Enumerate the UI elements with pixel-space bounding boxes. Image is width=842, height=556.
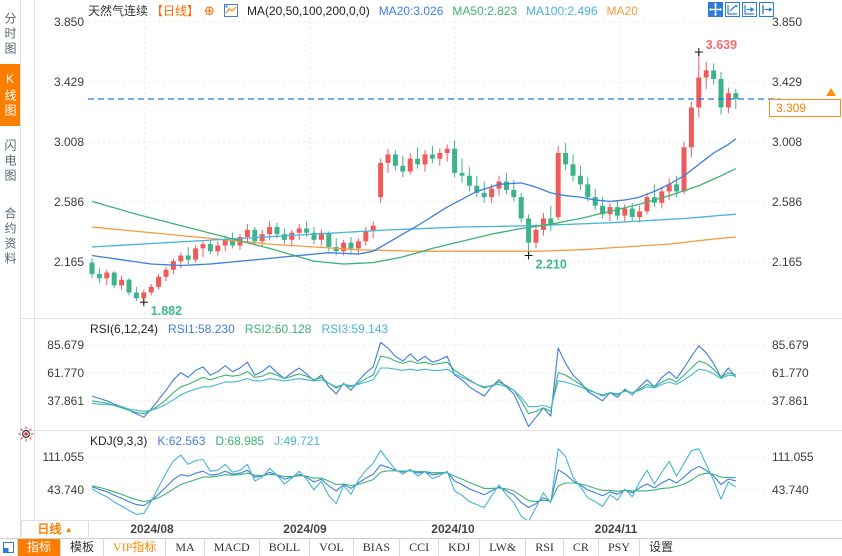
low-price-annotation: 2.210 bbox=[536, 258, 567, 272]
rsi-name: RSI(6,12,24) bbox=[90, 322, 159, 336]
kdj-axis-label-left: 43.740 bbox=[47, 483, 84, 497]
toolbar-tab-settings[interactable]: 设置 bbox=[648, 540, 673, 554]
price-label-left: 3.008 bbox=[53, 135, 84, 149]
rsi1-value: RSI1:58.230 bbox=[168, 322, 235, 336]
month-label: 2024/08 bbox=[130, 522, 174, 536]
chart-controls bbox=[708, 2, 774, 17]
toolbar-tab-vip-indicator[interactable]: VIP指标 bbox=[104, 539, 167, 556]
plus-circle-icon[interactable]: ⊕ bbox=[204, 2, 215, 18]
rsi-panel-canvas[interactable] bbox=[88, 322, 765, 430]
sidebar-tab-flash[interactable]: 闪电图 bbox=[3, 138, 17, 184]
toolbar-tab-kdj[interactable]: KDJ bbox=[439, 539, 481, 556]
price-label-right: 3.850 bbox=[772, 15, 803, 29]
toolbar-tab-ma[interactable]: MA bbox=[166, 539, 205, 556]
price-label-right: 3.429 bbox=[772, 75, 803, 89]
toolbar-tab-boll[interactable]: BOLL bbox=[260, 539, 311, 556]
price-label-left: 3.429 bbox=[53, 75, 84, 89]
ma50-value: MA50:2.823 bbox=[452, 3, 518, 18]
toolbar-tab-cr[interactable]: CR bbox=[564, 539, 599, 556]
rsi-header: RSI(6,12,24) RSI1:58.230 RSI2:60.128 RSI… bbox=[90, 322, 388, 336]
panel-layout-icon[interactable] bbox=[0, 539, 18, 556]
rsi2-value: RSI2:60.128 bbox=[244, 322, 312, 336]
price-label-left: 3.850 bbox=[53, 15, 84, 29]
rsi-axis-label-right: 85.679 bbox=[772, 338, 809, 352]
chart-header: 天然气连续 【日线】 ⊕ MA(20,50,100,200,0,0) MA20:… bbox=[88, 2, 638, 19]
last-price-badge: 3.309 bbox=[769, 99, 841, 117]
ma-group-label: MA(20,50,100,200,0,0) bbox=[246, 3, 370, 18]
toolbar-tab-vol[interactable]: VOL bbox=[310, 539, 354, 556]
rsi-axis-label-left: 61.770 bbox=[47, 366, 84, 380]
kdj-axis-label-left: 111.055 bbox=[42, 450, 84, 464]
toolbar-tab-cci[interactable]: CCI bbox=[400, 539, 440, 556]
price-label-left: 2.586 bbox=[53, 195, 84, 209]
kdj-j-value: J:49.721 bbox=[274, 434, 321, 448]
pan-right-icon[interactable] bbox=[759, 2, 774, 17]
toolbar-tab-lwr[interactable]: LW& bbox=[480, 539, 527, 556]
sidebar-tab-contract-info[interactable]: 合约资料 bbox=[3, 207, 17, 267]
sidebar-tab-timeline[interactable]: 分时图 bbox=[3, 11, 17, 57]
kdj-panel-canvas[interactable] bbox=[88, 432, 765, 520]
high-price-annotation: 3.639 bbox=[706, 38, 737, 52]
sidebar-tab-kline[interactable]: K线图 bbox=[0, 64, 20, 126]
toolbar-tab-template[interactable]: 模板 bbox=[61, 539, 105, 556]
auto-scale-icon[interactable] bbox=[725, 2, 740, 17]
kdj-header: KDJ(9,3,3) K:62.563 D:68.985 J:49.721 bbox=[90, 434, 320, 448]
main-rsi-divider bbox=[20, 318, 842, 319]
kdj-k-value: K:62.563 bbox=[157, 434, 206, 448]
kdj-d-value: D:68.985 bbox=[215, 434, 265, 448]
indicator-chart-icon[interactable] bbox=[223, 4, 238, 17]
low-price-annotation: 1.882 bbox=[151, 304, 182, 318]
month-label: 2024/10 bbox=[431, 522, 475, 536]
scale-right-icon[interactable] bbox=[742, 2, 757, 17]
main-chart-canvas[interactable]: 3.639 1.882 2.210 bbox=[88, 0, 780, 319]
chevron-up-icon: ▲ bbox=[64, 525, 73, 534]
period-tag: 【日线】 bbox=[151, 4, 200, 18]
toolbar-tab-bias[interactable]: BIAS bbox=[354, 539, 401, 556]
pan-crosshair-icon[interactable] bbox=[708, 2, 723, 17]
toolbar-tab-rsi[interactable]: RSI bbox=[526, 539, 564, 556]
toolbar-tab-macd[interactable]: MACD bbox=[205, 539, 260, 556]
rsi-axis-label-right: 61.770 bbox=[772, 366, 809, 380]
price-label-right: 2.586 bbox=[772, 195, 803, 209]
sidebar-divider bbox=[20, 0, 21, 556]
ma200-value: MA20 bbox=[606, 3, 638, 18]
toolbar-tab-indicator[interactable]: 指标 bbox=[18, 539, 62, 556]
price-label-right: 3.008 bbox=[772, 135, 803, 149]
price-up-arrow-icon bbox=[826, 88, 836, 96]
axis-gutter-divider bbox=[34, 0, 35, 520]
month-label: 2024/09 bbox=[283, 522, 327, 536]
ma100-value: MA100:2.496 bbox=[526, 3, 598, 18]
kdj-axis-divider bbox=[20, 520, 842, 521]
month-label: 2024/11 bbox=[594, 522, 638, 536]
price-label-left: 2.165 bbox=[53, 255, 84, 269]
instrument-title: 天然气连续 bbox=[88, 4, 149, 18]
rsi3-value: RSI3:59.143 bbox=[321, 322, 389, 336]
rsi-axis-label-right: 37.861 bbox=[772, 394, 809, 408]
rsi-axis-label-left: 85.679 bbox=[47, 338, 84, 352]
period-selector-button[interactable]: 日线 ▲ bbox=[21, 521, 89, 537]
indicator-toolbar: 指标 模板 VIP指标 MA MACD BOLL VOL BIAS CCI KD… bbox=[0, 538, 842, 556]
toolbar-tab-psy[interactable]: PSY bbox=[599, 539, 640, 556]
price-alert-icon[interactable] bbox=[18, 426, 34, 442]
rsi-axis-label-left: 37.861 bbox=[47, 394, 84, 408]
kdj-name: KDJ(9,3,3) bbox=[90, 434, 148, 448]
kdj-axis-label-right: 111.055 bbox=[772, 450, 814, 464]
price-label-right: 2.165 bbox=[772, 255, 803, 269]
rsi-kdj-divider bbox=[20, 430, 842, 431]
ma20-value: MA20:3.026 bbox=[378, 3, 444, 18]
kdj-axis-label-right: 43.740 bbox=[772, 483, 809, 497]
